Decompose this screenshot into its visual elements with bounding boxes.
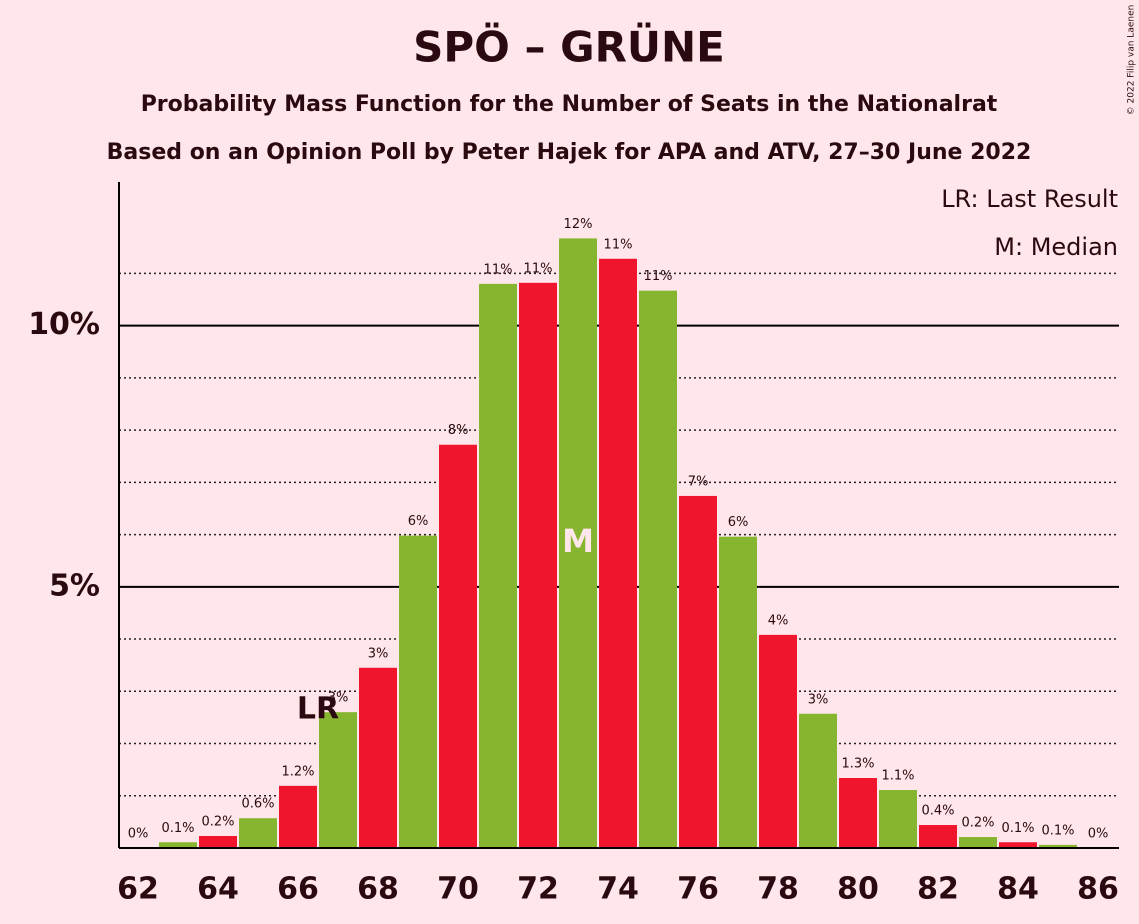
y-tick-label: 10% <box>28 307 100 342</box>
x-tick-label: 62 <box>117 872 159 907</box>
value-label: 0.1% <box>1041 823 1074 838</box>
x-tick-label: 84 <box>997 872 1039 907</box>
x-tick-label: 66 <box>277 872 319 907</box>
bar <box>159 842 197 848</box>
bar <box>959 837 997 848</box>
value-label: 0.4% <box>921 804 954 819</box>
bar <box>479 283 517 848</box>
bar <box>199 835 237 848</box>
chart-subtitle: Probability Mass Function for the Number… <box>141 92 998 117</box>
value-label: 11% <box>524 261 553 276</box>
value-label: 0.2% <box>961 816 994 831</box>
bar <box>919 825 957 848</box>
value-label: 0.1% <box>1001 821 1034 836</box>
bar <box>439 444 477 848</box>
chart-title: SPÖ – GRÜNE <box>413 22 725 72</box>
x-tick-label: 80 <box>837 872 879 907</box>
x-tick-label: 86 <box>1077 872 1119 907</box>
bar <box>399 535 437 848</box>
legend-entry: LR: Last Result <box>941 185 1118 213</box>
x-tick-label: 74 <box>597 872 639 907</box>
bar <box>519 282 557 849</box>
x-tick-label: 64 <box>197 872 239 907</box>
value-label: 11% <box>644 269 673 284</box>
value-label: 0.6% <box>241 797 274 812</box>
bar <box>239 818 277 848</box>
value-label: 8% <box>448 423 469 438</box>
bar <box>839 778 877 848</box>
copyright: © 2022 Filip van Laenen <box>1127 5 1137 116</box>
value-label: 6% <box>728 515 749 530</box>
chart-subtitle: Based on an Opinion Poll by Peter Hajek … <box>107 140 1032 165</box>
bar <box>559 238 597 848</box>
x-tick-label: 72 <box>517 872 559 907</box>
bar <box>759 634 797 848</box>
value-label: 1.3% <box>841 757 874 772</box>
value-label: 3% <box>328 691 349 706</box>
x-tick-label: 78 <box>757 872 799 907</box>
x-tick-label: 82 <box>917 872 959 907</box>
bar <box>639 290 677 848</box>
value-label: 0% <box>128 827 149 842</box>
bar <box>599 258 637 848</box>
value-label: 0.1% <box>161 821 194 836</box>
bar <box>879 790 917 848</box>
y-tick-label: 5% <box>49 568 100 603</box>
value-label: 3% <box>808 692 829 707</box>
value-label: 7% <box>688 474 709 489</box>
value-label: 4% <box>768 613 789 628</box>
annotation: M <box>562 522 594 560</box>
value-label: 11% <box>604 237 633 252</box>
value-label: 1.1% <box>881 769 914 784</box>
bar <box>679 495 717 848</box>
value-label: 6% <box>408 514 429 529</box>
bar <box>359 667 397 848</box>
x-tick-label: 68 <box>357 872 399 907</box>
x-tick-label: 70 <box>437 872 479 907</box>
value-label: 0.2% <box>201 814 234 829</box>
bar <box>279 785 317 848</box>
x-tick-label: 76 <box>677 872 719 907</box>
value-label: 0% <box>1088 827 1109 842</box>
bar <box>1039 844 1077 848</box>
bar <box>719 536 757 848</box>
bar <box>799 713 837 848</box>
legend-entry: M: Median <box>994 233 1118 261</box>
bar <box>999 842 1037 848</box>
value-label: 1.2% <box>281 764 314 779</box>
value-label: 12% <box>564 217 593 232</box>
annotation: LR <box>297 692 339 727</box>
value-label: 3% <box>368 646 389 661</box>
bar <box>319 712 357 848</box>
value-label: 11% <box>484 262 513 277</box>
